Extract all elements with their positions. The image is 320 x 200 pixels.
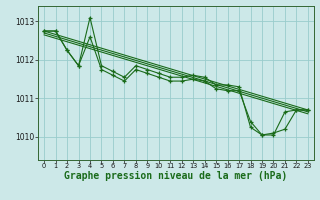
X-axis label: Graphe pression niveau de la mer (hPa): Graphe pression niveau de la mer (hPa) bbox=[64, 171, 288, 181]
